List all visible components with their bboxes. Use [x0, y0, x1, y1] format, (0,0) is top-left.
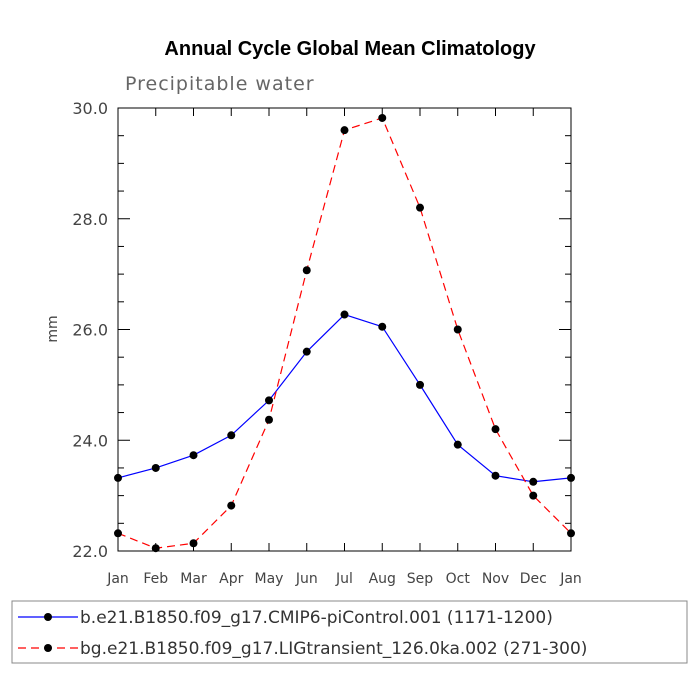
series-2-point: [189, 539, 198, 548]
x-tick-label: Oct: [446, 571, 471, 587]
series-layer: [114, 113, 575, 553]
legend-marker-2: [44, 644, 52, 652]
legend-marker-1: [44, 613, 52, 621]
series-1-point: [265, 396, 273, 405]
series-1-point: [340, 310, 349, 319]
series-1-point: [151, 463, 160, 472]
series-2-point: [567, 529, 575, 538]
series-1-point: [378, 322, 387, 331]
x-tick-label: Feb: [143, 571, 168, 587]
y-tick-label: 22.0: [72, 542, 108, 561]
series-1-point: [114, 473, 122, 482]
series-1-point: [416, 380, 424, 389]
series-1-point: [227, 431, 236, 440]
series-2-point: [453, 325, 462, 334]
x-tick-label: Aug: [369, 571, 396, 587]
series-2-point: [302, 266, 311, 275]
x-tick-label: Jan: [106, 571, 129, 587]
series-2-point: [151, 544, 160, 553]
y-tick-label: 26.0: [72, 321, 108, 340]
x-tick-label: Mar: [180, 571, 207, 587]
series-1-point: [189, 451, 198, 460]
legend-label-2: bg.e21.B1850.f09_g17.LIGtransient_126.0k…: [80, 639, 587, 659]
y-tick-labels: 22.0 24.0 26.0 28.0 30.0: [72, 99, 108, 561]
series-2-point: [114, 529, 122, 538]
x-tick-label: Jun: [295, 571, 318, 587]
x-tick-label: Nov: [482, 571, 509, 587]
legend: b.e21.B1850.f09_g17.CMIP6-piControl.001 …: [18, 608, 587, 659]
series-2-point: [491, 425, 500, 434]
y-tick-label: 30.0: [72, 99, 108, 118]
legend-label-1: b.e21.B1850.f09_g17.CMIP6-piControl.001 …: [80, 608, 553, 628]
x-tick-label: Apr: [219, 571, 243, 587]
series-2-point: [265, 415, 273, 424]
x-tick-label: Jul: [335, 571, 353, 587]
series-2-point: [340, 126, 349, 135]
series-line-2: [117, 117, 572, 549]
series-line-1: [117, 313, 572, 483]
series-1-point: [491, 471, 500, 480]
y-axis-label: mm: [45, 315, 61, 342]
x-tick-label: May: [255, 571, 284, 587]
series-1-point: [453, 440, 462, 449]
series-1-point: [567, 473, 575, 482]
series-2-point: [378, 113, 387, 122]
legend-box: [11, 600, 688, 664]
series-1-point: [302, 347, 311, 356]
y-tick-label: 24.0: [72, 431, 108, 450]
chart-title: Annual Cycle Global Mean Climatology: [164, 38, 536, 60]
chart-subtitle: Precipitable water: [125, 73, 315, 95]
x-tick-label: Jan: [559, 571, 582, 587]
axis-ticks: [117, 107, 572, 552]
series-2-point: [227, 501, 236, 510]
y-tick-label: 28.0: [72, 210, 108, 229]
plot-frame: [117, 107, 572, 552]
series-2-point: [529, 491, 538, 500]
series-2-point: [416, 203, 424, 212]
x-tick-label: Dec: [520, 571, 547, 587]
x-tick-labels: Jan Feb Mar Apr May Jun Jul Aug Sep Oct Nov Dec Jan: [106, 571, 582, 587]
series-1-point: [529, 477, 538, 486]
x-tick-label: Sep: [407, 571, 434, 587]
